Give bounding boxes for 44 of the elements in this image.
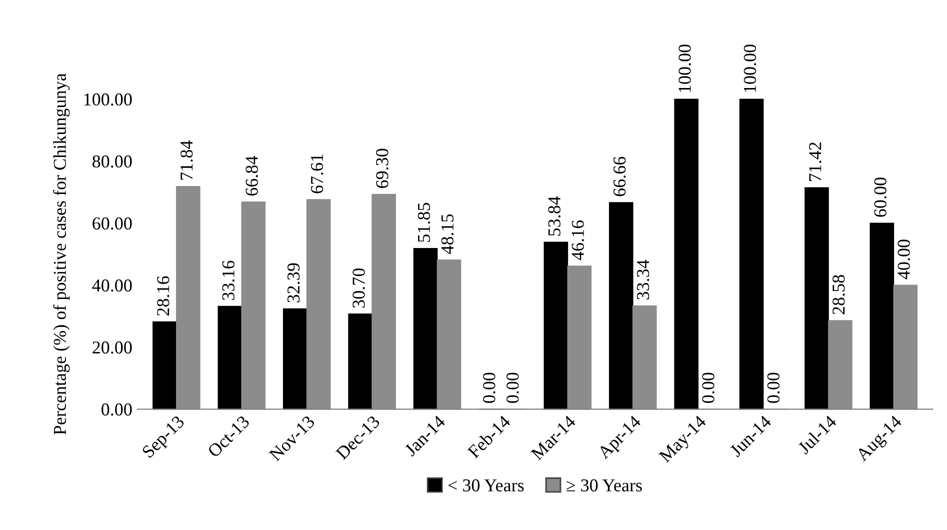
data-label: 46.16	[572, 220, 584, 260]
bar	[870, 222, 894, 410]
data-label: 33.16	[222, 260, 234, 300]
data-label: 66.66	[614, 156, 626, 196]
data-label: 71.84	[180, 140, 193, 180]
data-label: 69.30	[376, 148, 388, 188]
data-label: 0.00	[506, 372, 519, 403]
data-label: 0.00	[483, 372, 496, 403]
data-label: 28.16	[157, 276, 170, 316]
bar	[348, 314, 372, 410]
legend-label: ≥ 30 Years	[566, 479, 642, 492]
legend-label: < 30 Years	[448, 479, 524, 492]
bar	[218, 306, 242, 410]
data-label: 28.58	[832, 275, 845, 314]
bar	[544, 242, 568, 410]
y-tick-label: 0.00	[102, 403, 132, 416]
data-label: 30.70	[352, 268, 365, 308]
bar	[413, 248, 438, 410]
data-label: 60.00	[874, 178, 887, 217]
bar	[674, 98, 698, 410]
data-label: 53.84	[548, 196, 561, 236]
bar	[804, 187, 829, 410]
y-tick-label: 100.00	[84, 93, 132, 106]
data-label: 71.42	[809, 142, 822, 181]
data-label: 33.34	[636, 260, 650, 300]
data-label: 32.39	[287, 263, 300, 302]
y-tick-label: 80.00	[92, 155, 132, 168]
data-label: 100.00	[744, 44, 756, 92]
data-label: 51.85	[418, 202, 430, 242]
data-label: 0.00	[702, 372, 714, 403]
data-label: 100.00	[678, 44, 691, 92]
data-label: 40.00	[898, 240, 910, 280]
bar	[152, 321, 177, 410]
data-label: 48.15	[441, 214, 454, 254]
bar	[739, 98, 764, 410]
y-tick-label: 40.00	[92, 279, 132, 292]
y-tick-label: 20.00	[92, 341, 132, 354]
bar	[608, 202, 634, 410]
data-label: 67.61	[310, 154, 324, 194]
bar	[282, 308, 308, 410]
data-label: 0.00	[767, 372, 780, 403]
y-axis-title: Percentage (%) of positive cases for Chikungunya	[53, 73, 70, 435]
y-tick-label: 60.00	[92, 217, 132, 230]
data-label: 66.84	[246, 156, 258, 196]
